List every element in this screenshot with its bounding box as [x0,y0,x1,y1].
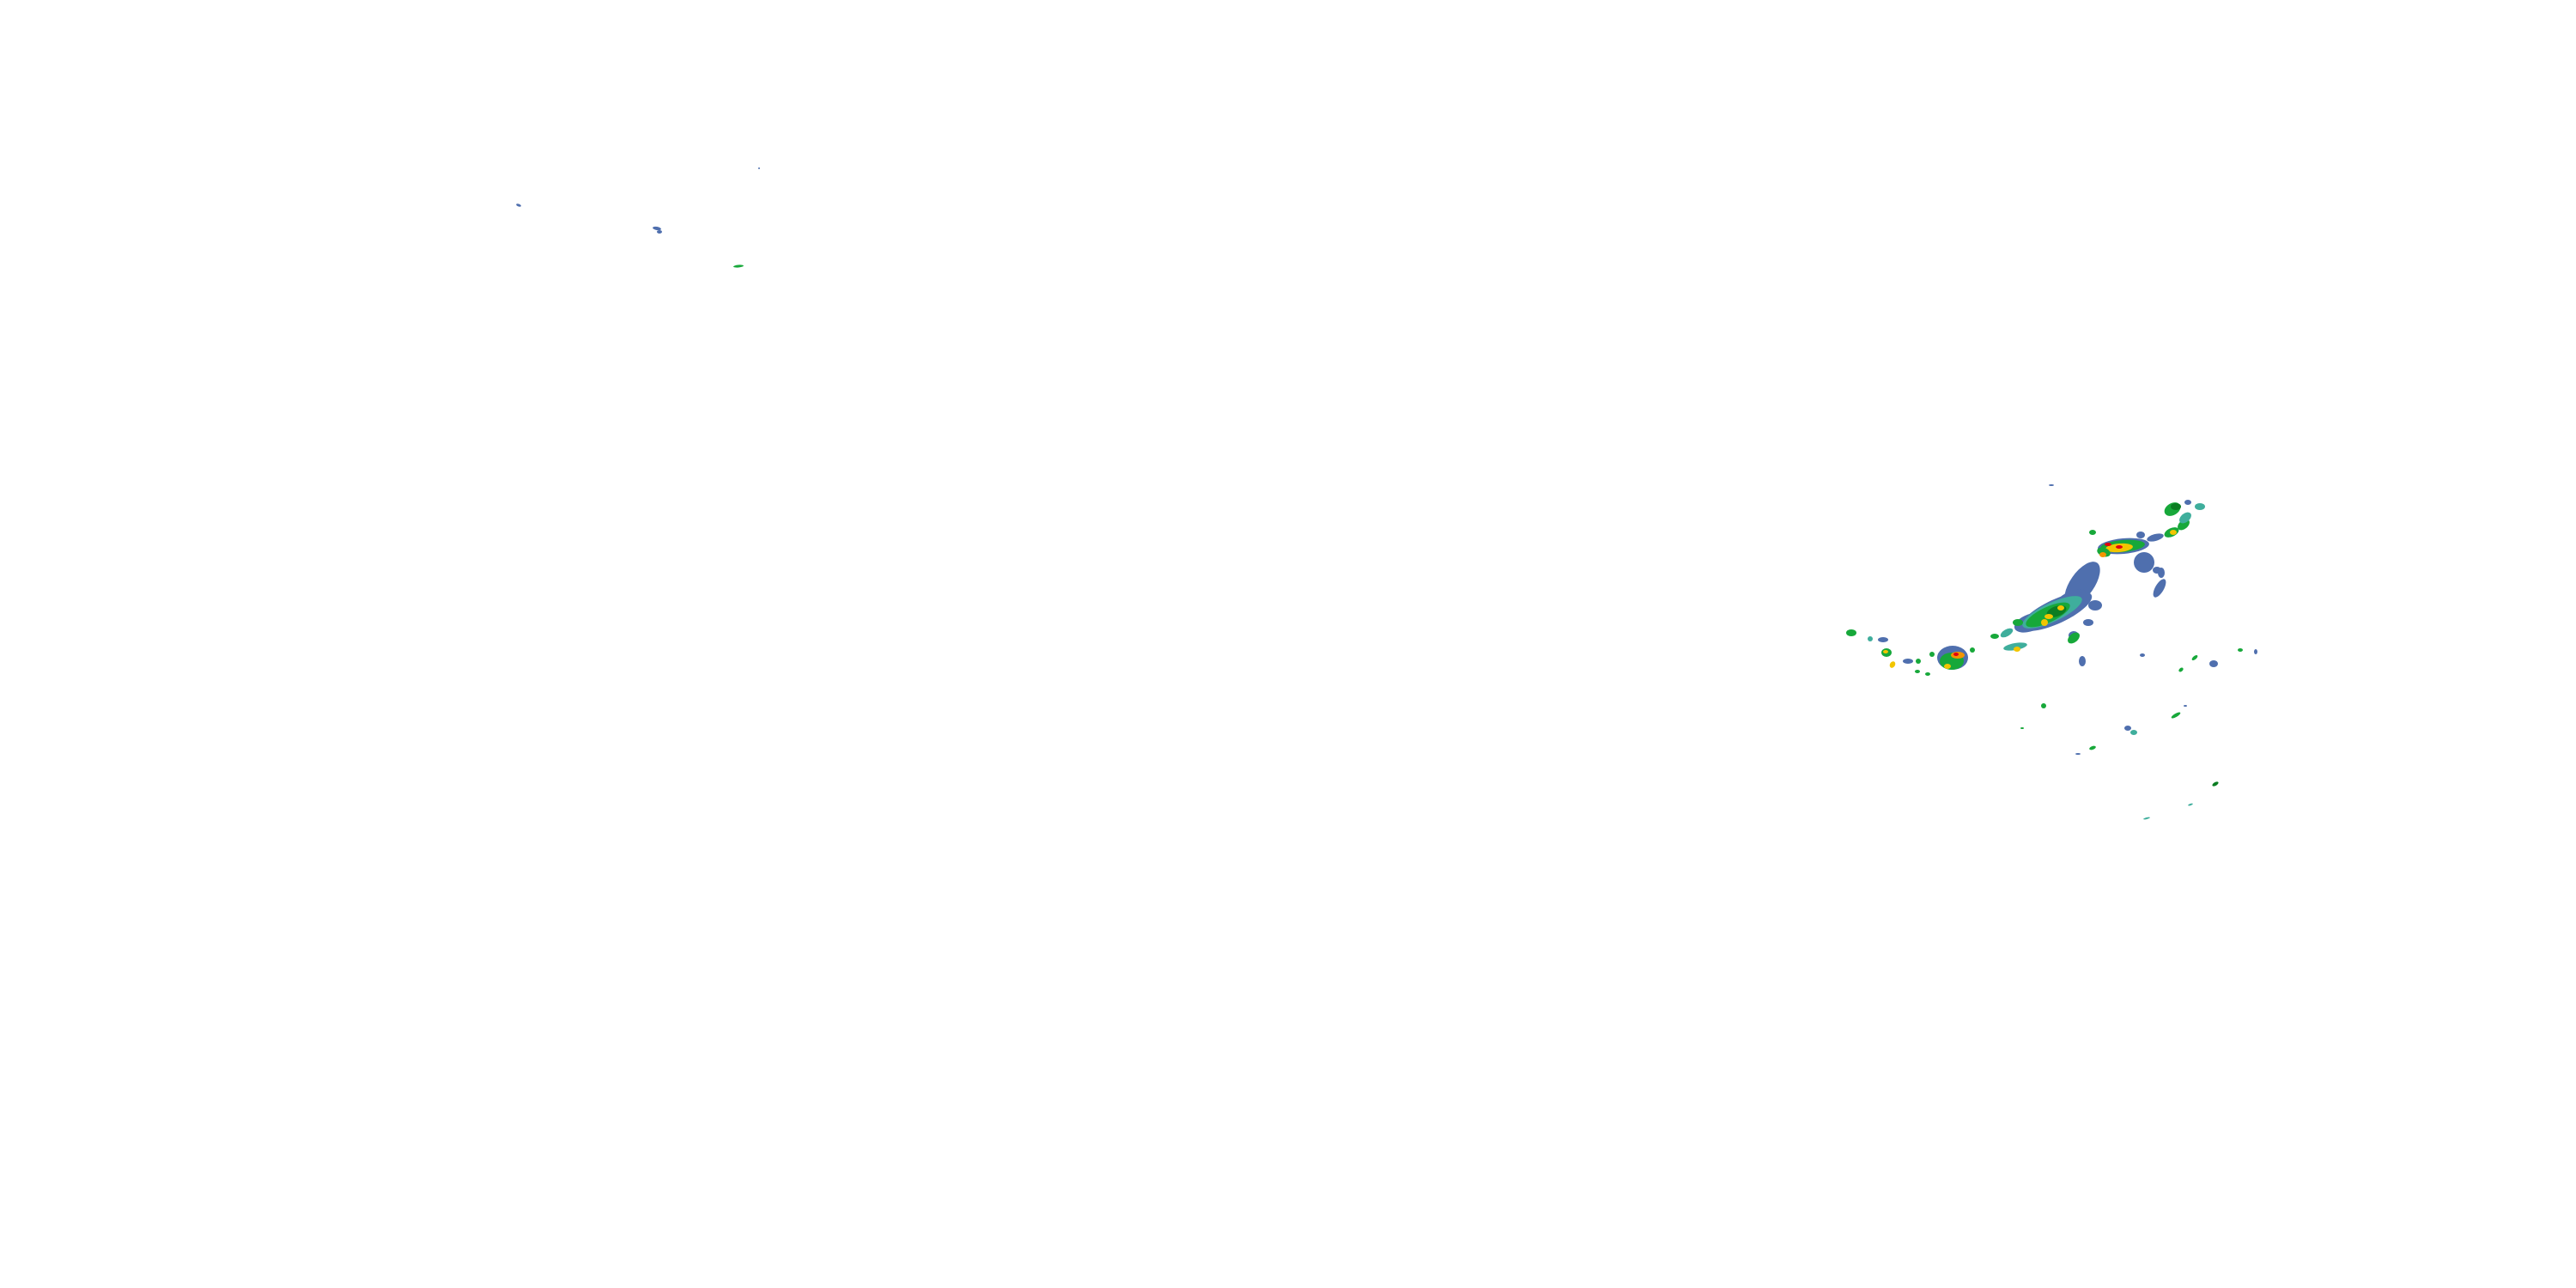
precip-cell-light [657,230,662,234]
precip-cell-heavy [2044,614,2053,619]
precip-cell-light [516,204,521,207]
precip-cell-heavy [1944,664,1951,669]
precip-cell-moderate [2013,619,2023,626]
precip-cell-light [2075,753,2081,755]
precip-cell-moderate [1929,652,1935,657]
precip-cell-light [2209,660,2218,667]
precip-cell-heavy [2057,605,2064,611]
precip-cell-moderate [2191,655,2198,660]
precip-cell-light [2134,552,2154,573]
precip-cell-light [1878,637,1888,642]
precip-cell-extreme [2105,543,2111,546]
precip-cell-heavy [2170,530,2177,535]
precip-cell-heavy [2041,619,2048,626]
precip-cell-light [2049,484,2054,486]
precip-cell-moderate [1990,634,1999,639]
precip-cell-light-moderate [2130,730,2137,735]
precip-cell-extreme [1953,653,1959,656]
precip-cell-moderate-heavy [2171,503,2181,510]
precip-cell-moderate [2041,703,2046,708]
precip-cell-extreme [2116,545,2123,549]
precip-cell-light-moderate [2143,817,2150,820]
precip-cell-light [2124,726,2131,731]
precip-cell-moderate [2171,712,2181,719]
precip-cell-moderate [1925,672,1930,676]
precip-cell-very-heavy [2099,552,2106,557]
precip-cell-moderate [1915,670,1920,673]
precip-cell-heavy [1883,650,1888,653]
precip-cell-light [653,226,661,231]
precip-cell-moderate [2178,667,2184,672]
precip-cell-heavy [1889,661,1896,668]
precip-cell-light [2140,653,2145,657]
precip-cell-moderate [2238,648,2243,652]
precip-cell-moderate [2164,502,2181,516]
precip-cell-light [2153,579,2166,598]
precip-cell-light [2147,533,2164,542]
precip-cell-light [2184,705,2187,707]
precip-cell-moderate-heavy [2212,781,2219,787]
precip-cell-light [2136,532,2145,538]
precip-cell-light [2088,600,2102,611]
precip-cell-moderate [2089,745,2096,750]
precip-cell-light-moderate [2003,642,2027,651]
precip-cell-light [2083,619,2093,626]
precip-cell-light-moderate [2179,512,2191,524]
precip-cell-light-moderate [2195,503,2205,510]
precip-cell-light [2079,656,2086,666]
precip-cell-light [2254,649,2257,654]
precip-cell-moderate [733,264,744,268]
precip-cell-light [2158,568,2165,578]
precip-cell-moderate [1970,647,1975,653]
precip-cell-moderate [1846,629,1856,636]
precip-cell-light [758,167,760,169]
precip-cell-heavy [2014,647,2020,652]
precip-cell-moderate [2020,727,2024,729]
precip-cell-moderate [2068,632,2080,644]
precip-cell-light [2184,500,2191,505]
precip-cell-moderate [2089,530,2096,535]
precip-cell-light-moderate [1868,636,1873,641]
precip-cell-light-moderate [2188,803,2193,806]
precip-cell-light-moderate [2000,628,2014,638]
precip-cell-light [1903,659,1913,664]
precip-cell-moderate [1916,659,1921,664]
